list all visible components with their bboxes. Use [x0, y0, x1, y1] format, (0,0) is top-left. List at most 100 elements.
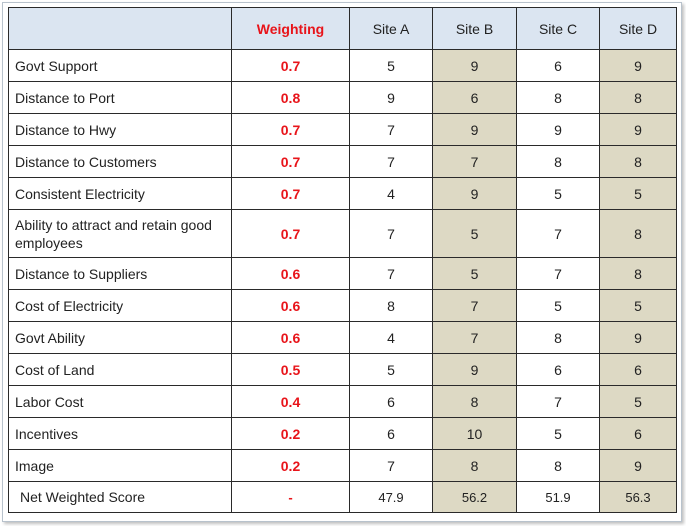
weight-cell: 0.5	[231, 353, 350, 386]
site-a-cell: 9	[349, 81, 433, 114]
table-row: Labor Cost 0.4 6 8 7 5	[8, 385, 677, 418]
site-scoring-table: Weighting Site A Site B Site C Site D Go…	[8, 7, 677, 513]
site-a-cell: 5	[349, 353, 433, 386]
weight-cell: 0.7	[231, 113, 350, 146]
site-b-cell: 7	[432, 145, 517, 178]
site-b-cell: 9	[432, 177, 517, 210]
site-b-cell: 7	[432, 289, 517, 322]
site-d-cell: 8	[599, 209, 677, 258]
table-row: Incentives 0.2 6 10 5 6	[8, 417, 677, 450]
site-d-cell: 56.3	[599, 481, 677, 513]
site-a-cell: 7	[349, 209, 433, 258]
weight-cell: 0.2	[231, 449, 350, 482]
table-row: Govt Support 0.7 5 9 6 9	[8, 49, 677, 82]
site-a-cell: 5	[349, 49, 433, 82]
site-c-cell: 7	[516, 209, 600, 258]
factor-cell: Cost of Electricity	[8, 289, 232, 322]
table-row: Distance to Hwy 0.7 7 9 9 9	[8, 113, 677, 146]
total-row: Net Weighted Score -47.9 56.2 51.9 56.3	[8, 481, 677, 513]
header-blank	[8, 7, 232, 50]
site-d-cell: 6	[599, 417, 677, 450]
site-a-cell: 47.9	[349, 481, 433, 513]
site-c-cell: 8	[516, 81, 600, 114]
site-d-cell: 5	[599, 385, 677, 418]
site-d-cell: 9	[599, 113, 677, 146]
factor-cell: Govt Ability	[8, 321, 232, 354]
factor-cell: Image	[8, 449, 232, 482]
site-d-cell: 9	[599, 321, 677, 354]
factor-cell: Govt Support	[8, 49, 232, 82]
site-c-cell: 51.9	[516, 481, 600, 513]
table-row: Distance to Customers 0.7 7 7 8 8	[8, 145, 677, 178]
factor-cell: Distance to Hwy	[8, 113, 232, 146]
site-d-cell: 9	[599, 49, 677, 82]
site-c-cell: 8	[516, 449, 600, 482]
header-site-d: Site D	[599, 7, 677, 50]
factor-cell: Net Weighted Score	[8, 481, 232, 513]
site-c-cell: 6	[516, 353, 600, 386]
site-d-cell: 8	[599, 257, 677, 290]
site-d-cell: 8	[599, 145, 677, 178]
site-b-cell: 9	[432, 49, 517, 82]
weight-cell: 0.4	[231, 385, 350, 418]
site-b-cell: 10	[432, 417, 517, 450]
site-b-cell: 9	[432, 113, 517, 146]
site-b-cell: 7	[432, 321, 517, 354]
site-c-cell: 6	[516, 49, 600, 82]
site-d-cell: 6	[599, 353, 677, 386]
site-d-cell: 8	[599, 81, 677, 114]
site-a-cell: 4	[349, 321, 433, 354]
factor-cell: Consistent Electricity	[8, 177, 232, 210]
table-row: Distance to Suppliers 0.6 7 5 7 8	[8, 257, 677, 290]
site-a-cell: 7	[349, 113, 433, 146]
site-b-cell: 9	[432, 353, 517, 386]
site-c-cell: 5	[516, 289, 600, 322]
factor-cell: Cost of Land	[8, 353, 232, 386]
weight-cell: 0.6	[231, 289, 350, 322]
factor-cell: Distance to Suppliers	[8, 257, 232, 290]
site-b-cell: 6	[432, 81, 517, 114]
site-b-cell: 5	[432, 209, 517, 258]
site-a-cell: 4	[349, 177, 433, 210]
weight-cell: 0.7	[231, 145, 350, 178]
weight-cell: 0.6	[231, 321, 350, 354]
site-c-cell: 9	[516, 113, 600, 146]
factor-cell: Labor Cost	[8, 385, 232, 418]
table-row: Govt Ability 0.6 4 7 8 9	[8, 321, 677, 354]
factor-cell: Incentives	[8, 417, 232, 450]
weight-cell: 0.8	[231, 81, 350, 114]
site-c-cell: 8	[516, 321, 600, 354]
site-b-cell: 56.2	[432, 481, 517, 513]
site-c-cell: 5	[516, 177, 600, 210]
site-d-cell: 5	[599, 289, 677, 322]
site-b-cell: 5	[432, 257, 517, 290]
factor-cell: Distance to Customers	[8, 145, 232, 178]
site-a-cell: 6	[349, 385, 433, 418]
header-weighting: Weighting	[231, 7, 350, 50]
table-row: Cost of Electricity 0.6 8 7 5 5	[8, 289, 677, 322]
header-site-a: Site A	[349, 7, 433, 50]
header-site-c: Site C	[516, 7, 600, 50]
site-b-cell: 8	[432, 449, 517, 482]
table-frame: Weighting Site A Site B Site C Site D Go…	[2, 2, 682, 522]
site-a-cell: 6	[349, 417, 433, 450]
site-a-cell: 8	[349, 289, 433, 322]
table-row: Ability to attract and retain good emplo…	[8, 209, 677, 258]
site-b-cell: 8	[432, 385, 517, 418]
table-row: Consistent Electricity 0.7 4 9 5 5	[8, 177, 677, 210]
weight-cell: 0.6	[231, 257, 350, 290]
site-c-cell: 8	[516, 145, 600, 178]
weight-cell: 0.7	[231, 49, 350, 82]
weight-cell: 0.7	[231, 209, 350, 258]
header-site-b: Site B	[432, 7, 517, 50]
site-d-cell: 5	[599, 177, 677, 210]
site-a-cell: 7	[349, 257, 433, 290]
site-a-cell: 7	[349, 449, 433, 482]
weight-cell: 0.2	[231, 417, 350, 450]
table-row: Cost of Land 0.5 5 9 6 6	[8, 353, 677, 386]
site-c-cell: 7	[516, 257, 600, 290]
weight-cell: -	[231, 481, 350, 513]
site-c-cell: 5	[516, 417, 600, 450]
site-d-cell: 9	[599, 449, 677, 482]
site-c-cell: 7	[516, 385, 600, 418]
